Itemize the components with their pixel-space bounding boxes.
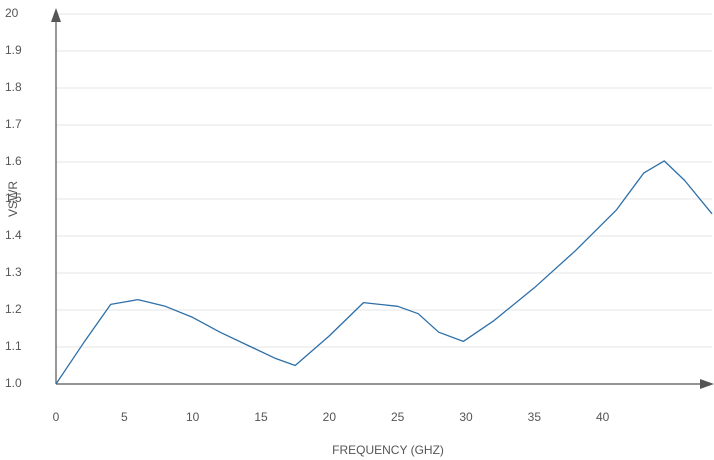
x-tick-label: 15	[254, 410, 268, 424]
y-tick-label: 1.4	[5, 228, 22, 242]
x-axis-label: FREQUENCY (GHZ)	[332, 443, 444, 457]
x-tick-label: 40	[596, 410, 610, 424]
x-tick-label: 0	[53, 410, 60, 424]
x-tick-label: 10	[186, 410, 200, 424]
x-tick-label: 35	[528, 410, 542, 424]
y-tick-label: 1.9	[5, 43, 22, 57]
y-tick-label: 1.0	[5, 376, 22, 390]
y-tick-label: 1.7	[5, 117, 22, 131]
y-tick-label: 1.8	[5, 80, 22, 94]
y-tick-label: 20	[5, 6, 19, 20]
y-axis-label: VSWR	[6, 181, 20, 217]
x-tick-label: 20	[323, 410, 337, 424]
y-axis-arrow	[51, 8, 61, 22]
x-axis-arrow	[700, 379, 714, 389]
y-tick-label: 1.5	[5, 191, 22, 205]
y-tick-label: 1.1	[5, 339, 22, 353]
y-tick-label: 1.6	[5, 154, 22, 168]
data-line	[55, 160, 713, 385]
y-tick-label: 1.3	[5, 265, 22, 279]
x-tick-label: 25	[391, 410, 405, 424]
y-tick-label: 1.2	[5, 302, 22, 316]
x-tick-label: 5	[121, 410, 128, 424]
x-tick-label: 30	[459, 410, 473, 424]
